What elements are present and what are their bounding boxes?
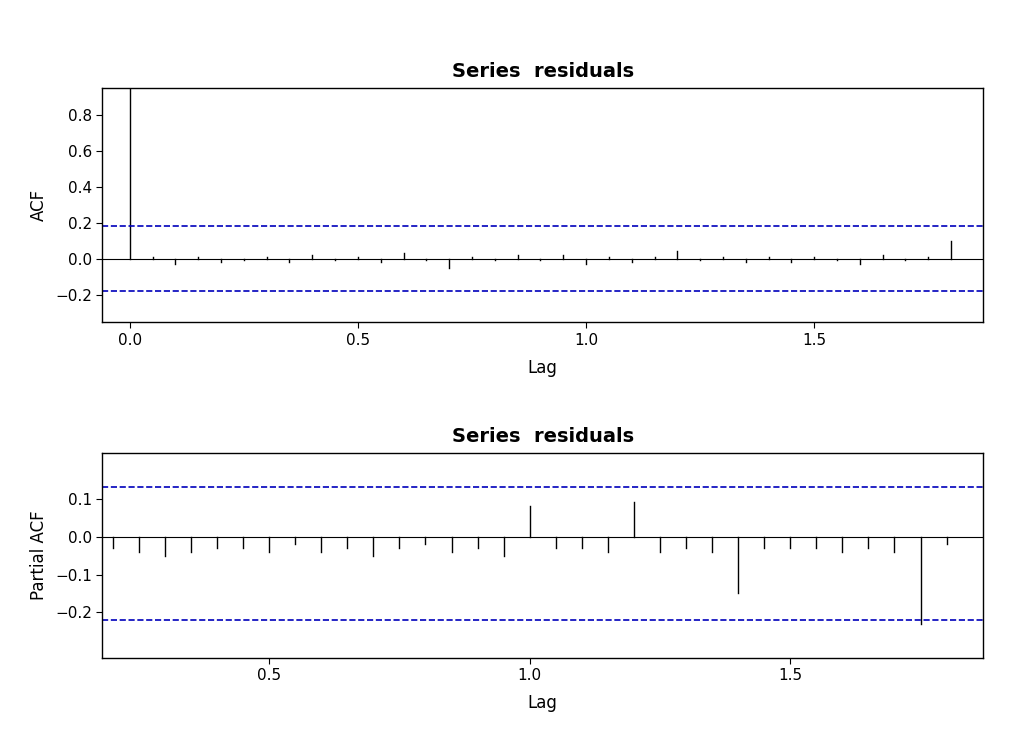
X-axis label: Lag: Lag [527,694,558,713]
Title: Series  residuals: Series residuals [452,427,634,446]
Y-axis label: Partial ACF: Partial ACF [30,511,48,600]
Y-axis label: ACF: ACF [30,189,48,221]
Title: Series  residuals: Series residuals [452,61,634,80]
X-axis label: Lag: Lag [527,359,558,377]
